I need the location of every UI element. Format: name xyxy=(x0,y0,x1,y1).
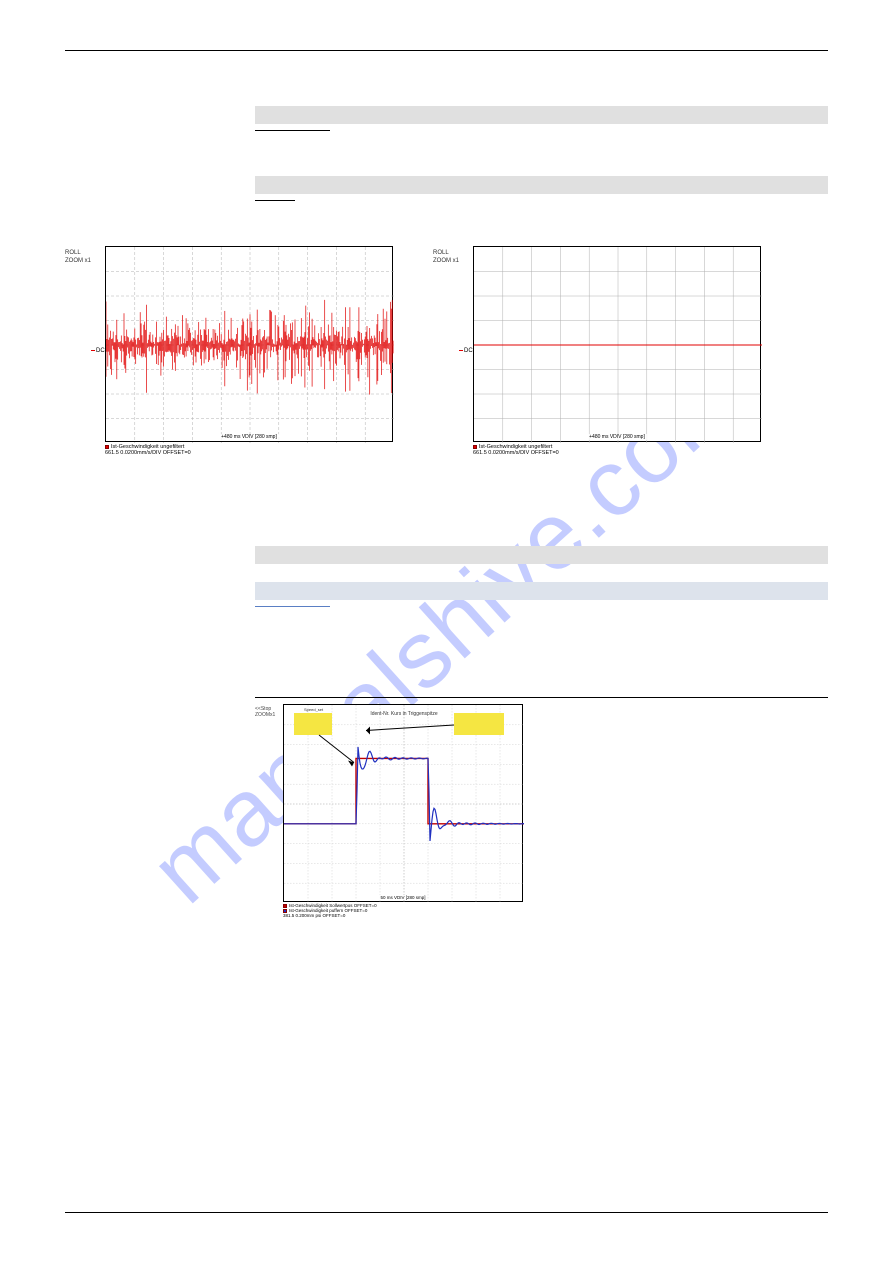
chart-right-svg xyxy=(474,247,762,443)
chart-right-xlabel: +480 ms VDIV [280 smp] xyxy=(587,434,647,440)
section-bar-3 xyxy=(255,546,828,564)
chart-left-svg xyxy=(106,247,394,443)
chart-right-zoom: ZOOM x1 xyxy=(433,258,473,264)
section-bar-2 xyxy=(255,176,828,194)
svg-text:Speed_set: Speed_set xyxy=(304,707,324,712)
top-rule xyxy=(65,50,828,51)
chart-right-wrap: ROLL ZOOM x1 DC +480 ms VDIV [280 smp] I… xyxy=(433,246,761,456)
bottom-rule xyxy=(65,1212,828,1213)
chart-right-roll: ROLL xyxy=(433,250,473,256)
chart2-rule xyxy=(255,697,828,698)
chart-left-xlabel: +480 ms VDIV [280 smp] xyxy=(219,434,279,440)
charts-row: ROLL ZOOM x1 DC +480 ms VDIV [280 smp] I… xyxy=(65,246,828,456)
chart-right-caption: Ist-Geschwindigkeit ungefiltert 661.5 0.… xyxy=(473,444,761,456)
chart-right-plot: +480 ms VDIV [280 smp] xyxy=(473,246,761,442)
section-underline-2 xyxy=(255,200,295,201)
chart-left-caption: Ist-Geschwindigkeit ungefiltert 661.5 0.… xyxy=(105,444,393,456)
legend-red-icon xyxy=(283,904,287,908)
chart-bottom-xlabel: 50 ms VDIV [280 smp] xyxy=(378,895,427,900)
section-underline-1 xyxy=(255,130,330,131)
chart-bottom-svg: Ident-Nr. Kurs in Triggenspitze Speed_se… xyxy=(284,705,524,903)
section-bar-1 xyxy=(255,106,828,124)
section-underline-3 xyxy=(255,606,330,607)
chart-right-caption2: 661.5 0.0200mm/s/DIV OFFSET=0 xyxy=(473,450,559,456)
chart-left-plot: +480 ms VDIV [280 smp] xyxy=(105,246,393,442)
chart-bottom-cap3: 381.5 0.200mm psi OFFSET=0 xyxy=(283,913,345,918)
chart-bottom-caption: Ist-Geschwindigkeit Sollwertpos OFFSET=0… xyxy=(283,904,523,919)
chart-left-caption2: 661.5 0.0200mm/s/DIV OFFSET=0 xyxy=(105,450,191,456)
chart-left-wrap: ROLL ZOOM x1 DC +480 ms VDIV [280 smp] I… xyxy=(65,246,393,456)
chart-left-zoom: ZOOM x1 xyxy=(65,258,105,264)
chart-right-dc: DC xyxy=(459,348,473,354)
chart-left-dc: DC xyxy=(91,348,105,354)
chart-bottom-sidelabels: <<Stop ZOOMx1 xyxy=(255,704,283,919)
chart-bottom-wrap: <<Stop ZOOMx1 Ident-Nr. Kurs xyxy=(255,704,828,919)
svg-text:Ident-Nr. Kurs in Triggenspit: Ident-Nr. Kurs in Triggenspitze xyxy=(370,711,437,717)
chart-bottom-plot: Ident-Nr. Kurs in Triggenspitze Speed_se… xyxy=(283,704,523,902)
chart-left-legend-icon xyxy=(105,445,109,449)
chart-right-legend-icon xyxy=(473,445,477,449)
chart-left-roll: ROLL xyxy=(65,250,105,256)
chart-bottom-zoom: ZOOMx1 xyxy=(255,712,283,718)
section-bar-3b xyxy=(255,582,828,600)
page-content: ROLL ZOOM x1 DC +480 ms VDIV [280 smp] I… xyxy=(0,0,893,959)
